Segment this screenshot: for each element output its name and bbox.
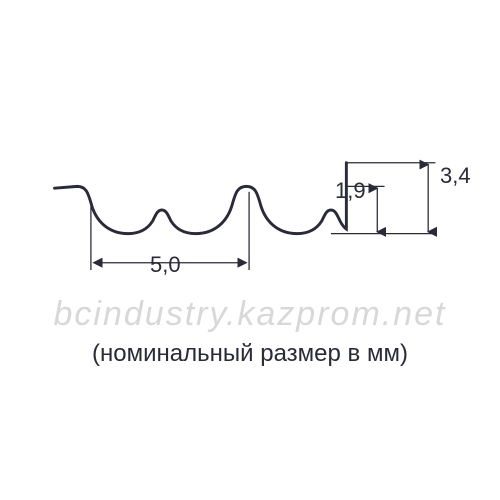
- tooth-profile-path: [55, 163, 347, 234]
- pitch-label: 5,0: [150, 252, 181, 278]
- tooth-height-label: 1,9: [335, 178, 366, 204]
- total-height-label: 3,4: [440, 163, 471, 189]
- caption-text: (номинальный размер в мм): [0, 340, 500, 368]
- profile-svg: [50, 120, 450, 320]
- belt-profile-diagram: 5,0 1,9 3,4: [50, 120, 450, 320]
